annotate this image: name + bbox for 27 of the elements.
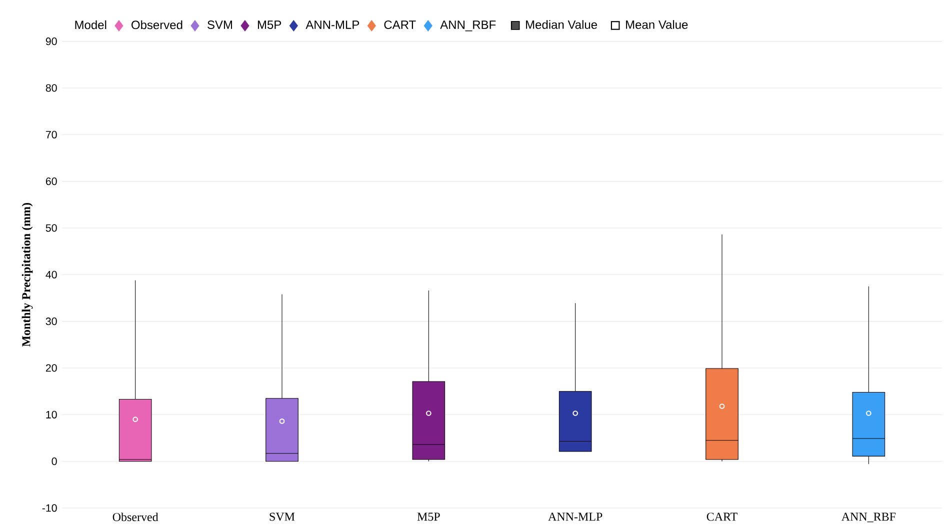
x-tick-label: Observed bbox=[112, 512, 158, 522]
y-tick-label: -10 bbox=[42, 504, 57, 512]
y-tick-label: 90 bbox=[46, 38, 57, 46]
x-tick-label: ANN_RBF bbox=[841, 512, 896, 522]
text: Mean Value bbox=[626, 20, 688, 29]
y-tick-label: 50 bbox=[46, 224, 57, 232]
legend-label: ANN_RBF bbox=[440, 20, 496, 32]
x-tick-label: CART bbox=[706, 512, 738, 521]
legend-label: M5P bbox=[258, 20, 282, 29]
x-tick-label: SVM bbox=[270, 512, 295, 521]
x-tick-label: M5P bbox=[417, 512, 440, 521]
text: Median Value bbox=[526, 20, 598, 29]
legend-title: Model bbox=[75, 20, 106, 30]
legend-label: ANN-MLP bbox=[306, 20, 360, 29]
y-tick-label: 0 bbox=[52, 458, 57, 466]
x-tick-label: ANN-MLP bbox=[548, 512, 602, 521]
y-tick-label: 70 bbox=[46, 130, 57, 138]
y-tick-label: 30 bbox=[46, 318, 57, 326]
y-axis-title: Monthly Precipitation (mm) bbox=[22, 202, 33, 347]
y-tick-label: 20 bbox=[46, 364, 57, 372]
y-tick-label: 60 bbox=[46, 178, 57, 186]
legend-label: Observed bbox=[132, 20, 182, 30]
legend-label: CART bbox=[384, 20, 416, 30]
y-tick-label: 10 bbox=[46, 410, 57, 418]
y-tick-label: 80 bbox=[46, 84, 57, 92]
legend-label: SVM bbox=[208, 20, 232, 30]
y-tick-label: 40 bbox=[46, 270, 57, 278]
